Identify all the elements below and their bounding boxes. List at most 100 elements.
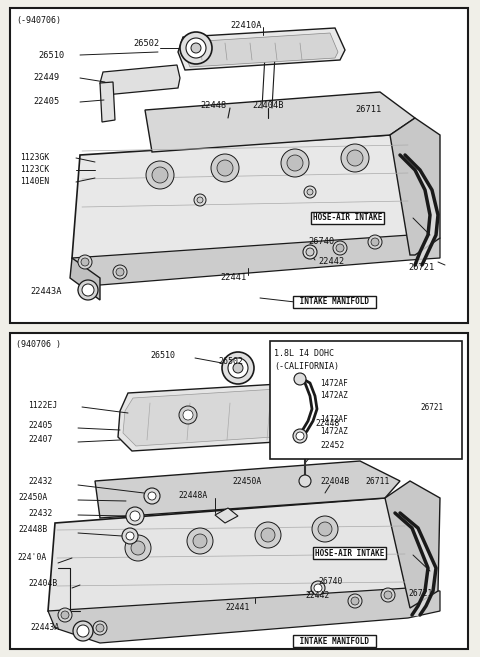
Circle shape (82, 284, 94, 296)
Text: (940706 ): (940706 ) (16, 340, 61, 350)
Circle shape (217, 160, 233, 176)
Circle shape (368, 235, 382, 249)
Text: 26502: 26502 (218, 357, 243, 365)
Circle shape (303, 245, 317, 259)
Circle shape (73, 621, 93, 641)
Text: 26711: 26711 (365, 476, 389, 486)
Circle shape (131, 541, 145, 555)
Circle shape (384, 591, 392, 599)
Circle shape (255, 522, 281, 548)
Text: 22442: 22442 (305, 591, 329, 600)
Text: 1472AZ: 1472AZ (320, 426, 348, 436)
Text: HOSE-AIR INTAKE: HOSE-AIR INTAKE (315, 549, 384, 558)
Text: 1472AF: 1472AF (320, 378, 348, 388)
Text: (-940706): (-940706) (16, 16, 61, 26)
Circle shape (311, 581, 325, 595)
Circle shape (58, 608, 72, 622)
Text: 22443A: 22443A (30, 623, 59, 633)
Text: (-CALIFORNIA): (-CALIFORNIA) (274, 361, 339, 371)
Text: 26740: 26740 (318, 576, 342, 585)
Circle shape (113, 265, 127, 279)
Bar (10, 8, 468, 323)
Polygon shape (390, 118, 440, 255)
Polygon shape (72, 135, 415, 278)
Text: INTAKE MANIFOLD: INTAKE MANIFOLD (295, 637, 373, 645)
Circle shape (130, 511, 140, 521)
Text: INTAKE MANIFOLD: INTAKE MANIFOLD (295, 298, 373, 307)
Circle shape (307, 189, 313, 195)
Polygon shape (118, 381, 350, 451)
Text: 22405: 22405 (33, 97, 59, 106)
Text: 1.8L I4 DOHC: 1.8L I4 DOHC (274, 348, 334, 357)
Polygon shape (178, 28, 345, 70)
Circle shape (179, 406, 197, 424)
Text: 26721: 26721 (408, 589, 432, 597)
Text: 22410A: 22410A (230, 20, 262, 30)
Text: 22404B: 22404B (320, 476, 349, 486)
Polygon shape (95, 461, 400, 518)
Circle shape (93, 621, 107, 635)
Polygon shape (123, 386, 342, 446)
Circle shape (371, 238, 379, 246)
Circle shape (193, 534, 207, 548)
Polygon shape (72, 235, 440, 285)
Text: 26502: 26502 (133, 39, 159, 49)
Polygon shape (70, 258, 100, 300)
Text: 26740: 26740 (308, 237, 334, 246)
Circle shape (294, 373, 306, 385)
Circle shape (312, 516, 338, 542)
Circle shape (381, 588, 395, 602)
Text: 22441: 22441 (225, 602, 250, 612)
Text: 22443A: 22443A (30, 288, 61, 296)
Polygon shape (48, 498, 410, 633)
Text: 22442: 22442 (318, 258, 344, 267)
Polygon shape (100, 82, 115, 122)
Polygon shape (48, 588, 440, 643)
Circle shape (233, 363, 243, 373)
Circle shape (347, 150, 363, 166)
Text: 22448: 22448 (200, 101, 226, 110)
Polygon shape (215, 508, 238, 523)
Polygon shape (145, 92, 415, 152)
Text: 22452: 22452 (320, 440, 344, 449)
Circle shape (146, 161, 174, 189)
Circle shape (183, 410, 193, 420)
Text: 26711: 26711 (355, 106, 381, 114)
Circle shape (197, 197, 203, 203)
Circle shape (351, 597, 359, 605)
Circle shape (81, 258, 89, 266)
Circle shape (191, 43, 201, 53)
Circle shape (116, 268, 124, 276)
Circle shape (287, 155, 303, 171)
Text: 1472AF: 1472AF (320, 415, 348, 424)
Bar (10, 333, 468, 649)
Text: 1122EJ: 1122EJ (28, 401, 57, 409)
Circle shape (211, 154, 239, 182)
Circle shape (125, 535, 151, 561)
Circle shape (78, 280, 98, 300)
Circle shape (228, 358, 248, 378)
Text: HOSE-AIR INTAKE: HOSE-AIR INTAKE (313, 214, 383, 223)
Polygon shape (385, 481, 440, 608)
Text: 22407: 22407 (28, 436, 52, 445)
Text: 224'0A: 224'0A (17, 553, 46, 562)
Circle shape (77, 625, 89, 637)
Text: 22448A: 22448A (178, 491, 207, 499)
Circle shape (152, 167, 168, 183)
Circle shape (126, 507, 144, 525)
Text: 1123CK: 1123CK (20, 166, 49, 175)
Circle shape (314, 584, 322, 592)
Text: 26721: 26721 (408, 263, 434, 273)
Circle shape (186, 38, 206, 58)
Text: 22432: 22432 (28, 476, 52, 486)
Circle shape (336, 244, 344, 252)
Circle shape (261, 528, 275, 542)
Text: 26510: 26510 (150, 350, 175, 359)
Circle shape (299, 475, 311, 487)
Text: 1123GK: 1123GK (20, 154, 49, 162)
Text: 1472AZ: 1472AZ (320, 390, 348, 399)
Circle shape (194, 194, 206, 206)
Text: 22441: 22441 (220, 273, 246, 283)
Text: 26510: 26510 (38, 51, 64, 60)
Text: 22450A: 22450A (232, 476, 261, 486)
